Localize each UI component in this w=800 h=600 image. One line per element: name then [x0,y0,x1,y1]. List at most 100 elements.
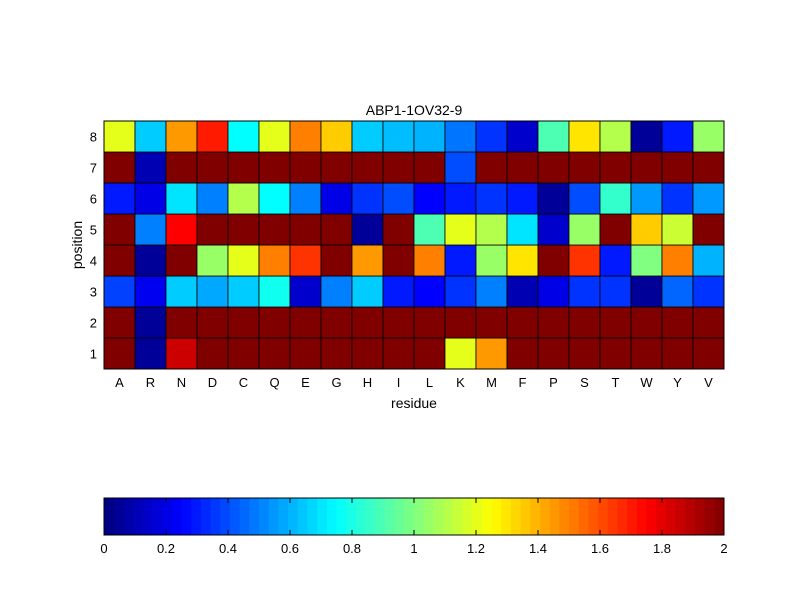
heatmap-cell-D-6 [196,182,229,215]
heatmap-cell-A-6 [103,182,136,215]
x-tick-label: M [486,375,497,390]
colorbar-swatch [326,498,337,535]
heatmap-cell-M-3 [475,275,508,308]
heatmap-cell-V-8 [692,120,725,153]
heatmap-cell-C-5 [227,213,260,246]
heatmap-cell-M-4 [475,244,508,277]
heatmap-cell-N-6 [165,182,198,215]
heatmap-cell-I-3 [382,275,415,308]
colorbar-swatch [520,498,531,535]
heatmap-cell-I-2 [382,306,415,339]
heatmap-cell-H-6 [351,182,384,215]
heatmap-cell-T-4 [599,244,632,277]
heatmap-cell-K-6 [444,182,477,215]
x-tick-label: H [363,375,372,390]
colorbar-swatch [443,498,454,535]
colorbar-swatch [384,498,396,535]
heatmap-cell-Q-8 [258,120,291,153]
heatmap-cell-L-1 [413,337,446,370]
heatmap-cell-E-2 [289,306,322,339]
colorbar-swatch [704,498,715,535]
colorbar-swatch [607,498,618,535]
heatmap-cell-P-4 [537,244,570,277]
colorbar-swatch [578,498,589,535]
heatmap-cell-W-7 [630,151,663,184]
heatmap-cell-K-4 [444,244,477,277]
y-tick-label: 7 [90,161,97,176]
heatmap-cell-W-1 [630,337,663,370]
heatmap-cell-S-6 [568,182,601,215]
heatmap-cell-S-8 [568,120,601,153]
heatmap-cell-N-1 [165,337,198,370]
heatmap-cell-Q-3 [258,275,291,308]
heatmap-cell-W-5 [630,213,663,246]
heatmap-cell-A-1 [103,337,136,370]
heatmap-cell-E-6 [289,182,322,215]
heatmap-cell-N-8 [165,120,198,153]
colorbar-swatch [162,498,173,535]
colorbar-swatch [229,498,241,535]
heatmap-cell-F-2 [506,306,539,339]
heatmap-cell-G-2 [320,306,353,339]
x-tick-label: G [331,375,341,390]
colorbar-swatch [549,498,560,535]
heatmap-cell-G-1 [320,337,353,370]
heatmap-cell-D-5 [196,213,229,246]
colorbar-swatch [288,498,299,535]
heatmap-cell-A-3 [103,275,136,308]
colorbar-swatch [210,498,221,535]
colorbar-tick-label: 0.6 [281,541,299,556]
heatmap-cell-T-2 [599,306,632,339]
heatmap-cell-D-2 [196,306,229,339]
colorbar-swatch [617,498,628,535]
x-tick-label: C [239,375,248,390]
heatmap-cell-H-7 [351,151,384,184]
heatmap-cell-R-4 [134,244,167,277]
heatmap-cell-P-8 [537,120,570,153]
heatmap-cell-Q-1 [258,337,291,370]
heatmap-cell-M-7 [475,151,508,184]
heatmap-cell-R-1 [134,337,167,370]
colorbar-tick-label: 1.8 [653,541,671,556]
heatmap-cell-N-7 [165,151,198,184]
colorbar-swatch [355,498,366,535]
heatmap-cell-M-2 [475,306,508,339]
plot-frame [103,120,725,370]
heatmap-cell-N-2 [165,306,198,339]
heatmap-cell-F-6 [506,182,539,215]
x-tick-label: V [704,375,713,390]
heatmap-cell-S-3 [568,275,601,308]
heatmap-cell-S-1 [568,337,601,370]
heatmap-cell-H-4 [351,244,384,277]
heatmap-cell-V-1 [692,337,725,370]
heatmap-cell-W-8 [630,120,663,153]
colorbar-swatch [181,498,192,535]
heatmap-cell-D-4 [196,244,229,277]
heatmap-cell-Q-6 [258,182,291,215]
heatmap-cell-R-2 [134,306,167,339]
heatmap-cell-I-1 [382,337,415,370]
colorbar-tick-label: 0.4 [219,541,237,556]
colorbar-swatch [481,498,492,535]
heatmap-cell-H-5 [351,213,384,246]
heatmap-cell-L-2 [413,306,446,339]
colorbar-swatch [539,498,551,535]
colorbar-swatch [656,498,667,535]
colorbar-swatch [414,498,425,535]
colorbar-swatch [714,498,725,535]
heatmap-cell-F-8 [506,120,539,153]
colorbar-tick-label: 1.6 [591,541,609,556]
colorbar-swatch [346,498,357,535]
x-tick-label: I [397,375,401,390]
colorbar-swatch [365,498,376,535]
heatmap-cell-R-6 [134,182,167,215]
heatmap-cell-G-6 [320,182,353,215]
heatmap-cell-I-4 [382,244,415,277]
heatmap-cell-W-6 [630,182,663,215]
heatmap-cell-N-3 [165,275,198,308]
colorbar-swatch [598,498,609,535]
y-tick-label: 3 [90,285,97,300]
heatmap-cell-R-7 [134,151,167,184]
heatmap-cell-R-3 [134,275,167,308]
